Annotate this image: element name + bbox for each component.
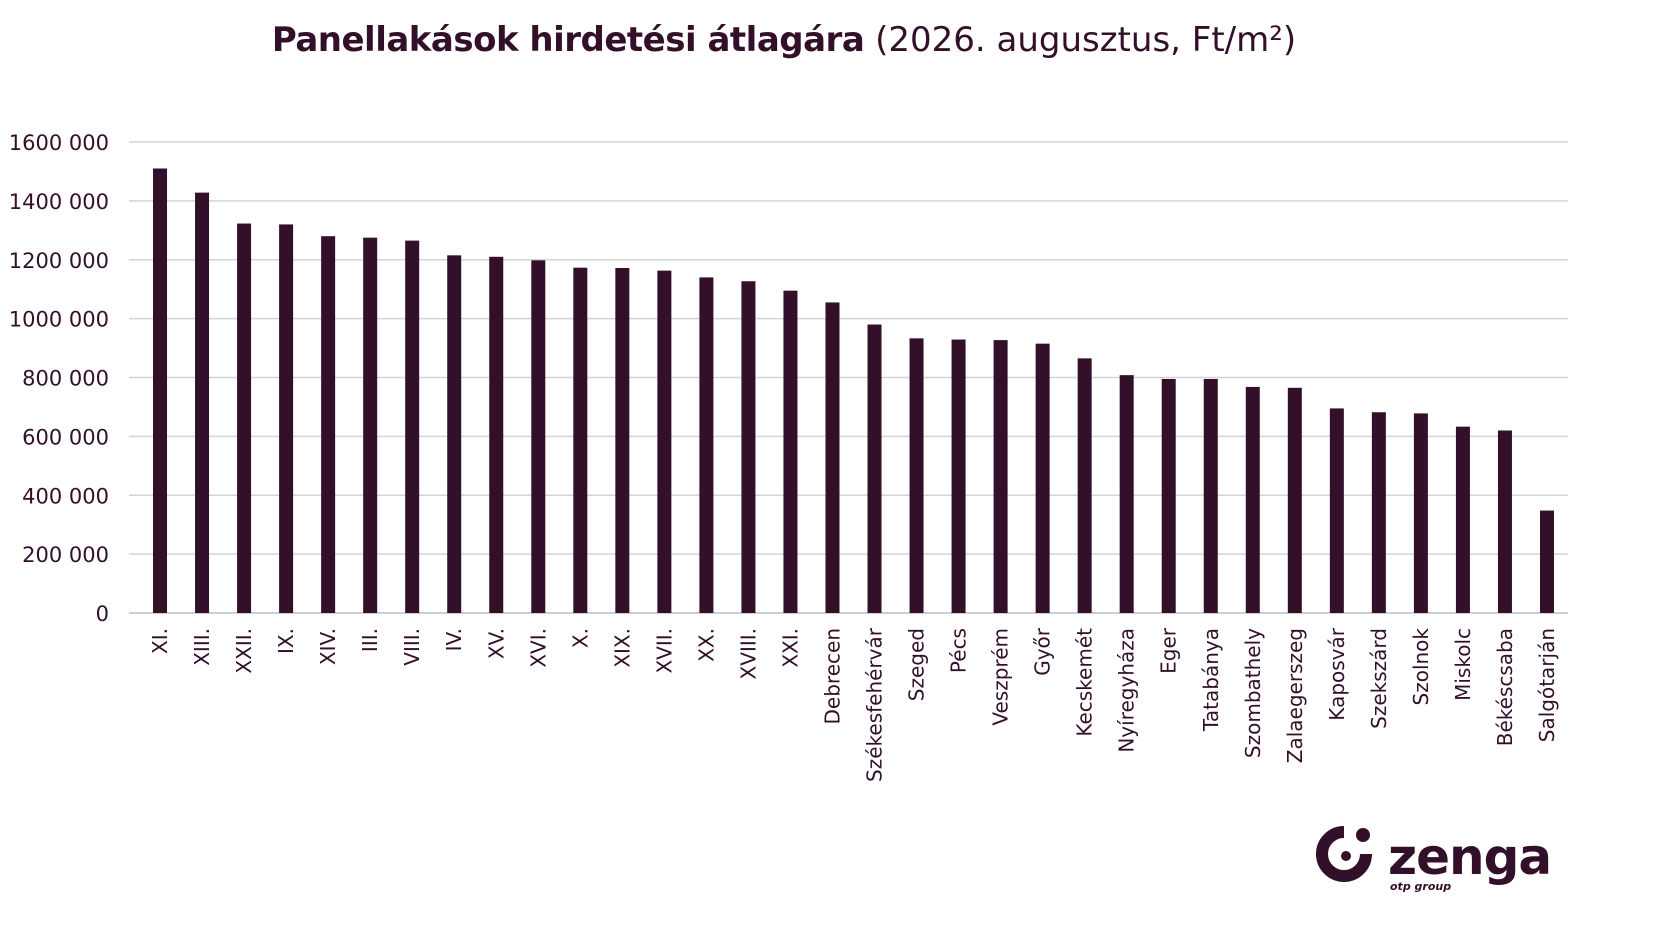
bar bbox=[195, 192, 210, 613]
bar bbox=[321, 236, 336, 613]
x-tick-label: Miskolc bbox=[1451, 628, 1475, 701]
bar bbox=[657, 270, 672, 613]
y-tick-label: 600 000 bbox=[22, 425, 109, 449]
zenga-logo-subtext: otp group bbox=[1390, 880, 1451, 893]
x-tick-label: IX. bbox=[274, 628, 298, 654]
bar bbox=[279, 224, 294, 614]
bar bbox=[1413, 413, 1428, 613]
bar bbox=[615, 267, 630, 613]
zenga-logo-text: zenga bbox=[1388, 828, 1551, 886]
bar bbox=[1161, 378, 1176, 613]
x-tick-label: XXII. bbox=[232, 628, 256, 674]
bar bbox=[1035, 343, 1050, 613]
x-tick-label: XXI. bbox=[778, 628, 802, 668]
x-tick-label: XI. bbox=[148, 628, 172, 654]
bar bbox=[1077, 358, 1092, 613]
y-tick-label: 0 bbox=[96, 602, 109, 626]
bar bbox=[1539, 510, 1554, 613]
bar bbox=[741, 281, 756, 613]
x-tick-label: Szolnok bbox=[1409, 628, 1433, 706]
x-tick-label: Zalaegerszeg bbox=[1283, 628, 1307, 763]
x-tick-label: XIII. bbox=[190, 628, 214, 666]
bar bbox=[1371, 412, 1386, 613]
chart-title-main: Panellakások hirdetési átlagára bbox=[271, 20, 865, 60]
bar bbox=[1245, 386, 1260, 613]
bar bbox=[951, 339, 966, 613]
x-tick-label: Kecskemét bbox=[1073, 628, 1097, 737]
bar bbox=[867, 324, 882, 613]
bar bbox=[699, 277, 714, 613]
x-tick-label: Veszprém bbox=[989, 628, 1013, 726]
x-tick-label: IV. bbox=[442, 628, 466, 651]
y-tick-label: 1600 000 bbox=[9, 131, 109, 155]
x-tick-label: Nyíregyháza bbox=[1115, 628, 1139, 753]
x-tick-label: XX. bbox=[694, 628, 718, 662]
bar bbox=[405, 240, 420, 613]
chart-title-subtitle: (2026. augusztus, Ft/m²) bbox=[875, 20, 1297, 60]
x-tick-label: Eger bbox=[1157, 627, 1181, 674]
chart-title: Panellakások hirdetési átlagára (2026. a… bbox=[0, 20, 1568, 60]
bar bbox=[909, 338, 924, 613]
bar bbox=[1119, 375, 1134, 613]
y-tick-label: 400 000 bbox=[22, 484, 109, 508]
y-tick-label: 1400 000 bbox=[9, 190, 109, 214]
x-tick-label: VIII. bbox=[400, 628, 424, 666]
x-tick-label: Székesfehérvár bbox=[863, 627, 887, 782]
x-tick-label: Pécs bbox=[947, 628, 971, 673]
x-tick-label: Debrecen bbox=[820, 628, 844, 724]
bar bbox=[237, 223, 252, 613]
bar bbox=[447, 255, 462, 613]
y-tick-label: 1000 000 bbox=[9, 308, 109, 332]
bar bbox=[825, 302, 840, 613]
x-tick-label: XVII. bbox=[652, 628, 676, 674]
x-tick-label: XV. bbox=[484, 628, 508, 659]
x-tick-label: Győr bbox=[1031, 627, 1055, 676]
bar bbox=[1455, 426, 1470, 613]
x-tick-label: XIX. bbox=[610, 628, 634, 668]
bar bbox=[531, 260, 546, 613]
x-tick-label: XVIII. bbox=[736, 628, 760, 679]
y-tick-label: 1200 000 bbox=[9, 249, 109, 273]
bar bbox=[153, 168, 168, 613]
zenga-logo: zenga otp group bbox=[1310, 818, 1570, 898]
bar bbox=[1287, 387, 1302, 613]
x-tick-label: Szekszárd bbox=[1367, 628, 1391, 729]
x-tick-label: Tatabánya bbox=[1199, 628, 1223, 732]
bar bbox=[573, 267, 588, 613]
x-tick-label: Békéscsaba bbox=[1493, 628, 1517, 746]
bar bbox=[993, 340, 1008, 613]
x-tick-label: XIV. bbox=[316, 628, 340, 665]
x-tick-label: X. bbox=[568, 628, 592, 648]
bar bbox=[363, 237, 378, 613]
y-tick-label: 800 000 bbox=[22, 367, 109, 391]
x-tick-label: XVI. bbox=[526, 628, 550, 668]
y-tick-label: 200 000 bbox=[22, 543, 109, 567]
x-tick-label: Szeged bbox=[905, 628, 929, 701]
bar bbox=[783, 290, 798, 613]
bar bbox=[1497, 430, 1512, 613]
x-tick-label: Szombathely bbox=[1241, 628, 1265, 758]
bar bbox=[489, 256, 504, 613]
x-tick-label: III. bbox=[358, 628, 382, 652]
bar bbox=[1203, 378, 1218, 613]
x-tick-label: Salgótarján bbox=[1535, 628, 1559, 742]
zenga-logo-icon: zenga otp group bbox=[1316, 825, 1552, 893]
x-tick-label: Kaposvár bbox=[1325, 627, 1349, 720]
bar bbox=[1329, 408, 1344, 613]
